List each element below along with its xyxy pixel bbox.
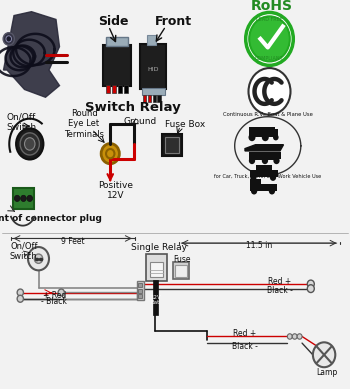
Text: Bat: Bat [151, 300, 160, 305]
Bar [138, 289, 142, 293]
Circle shape [287, 334, 292, 339]
Circle shape [307, 285, 314, 293]
Bar [148, 95, 151, 102]
Bar [250, 184, 276, 191]
Bar [250, 179, 261, 184]
Text: Ground: Ground [123, 117, 157, 126]
Text: Red +: Red + [233, 329, 257, 338]
Bar [271, 129, 278, 136]
Bar [112, 85, 116, 93]
Circle shape [248, 133, 256, 141]
Text: Switch Relay: Switch Relay [85, 101, 181, 114]
Circle shape [262, 133, 269, 141]
Text: On/Off
Switch: On/Off Switch [6, 112, 36, 132]
Bar [146, 254, 167, 281]
Bar [138, 283, 142, 287]
Circle shape [3, 33, 14, 45]
Ellipse shape [25, 138, 35, 150]
Bar [175, 265, 187, 277]
Text: 12V: 12V [150, 295, 161, 300]
Bar [143, 95, 146, 102]
Circle shape [58, 289, 64, 296]
Circle shape [270, 174, 276, 181]
Circle shape [21, 195, 26, 202]
Text: Black -: Black - [267, 286, 293, 296]
Text: Red +: Red + [268, 277, 292, 286]
Bar [106, 37, 128, 46]
Circle shape [297, 334, 302, 339]
Bar [162, 134, 182, 156]
Bar [138, 294, 142, 298]
Polygon shape [4, 12, 60, 97]
Bar [147, 35, 156, 45]
Circle shape [273, 134, 279, 140]
Text: Black -: Black - [232, 342, 258, 351]
Text: Fuse: Fuse [173, 255, 191, 264]
Text: Side: Side [98, 15, 129, 28]
Circle shape [249, 16, 290, 61]
Circle shape [262, 157, 268, 164]
Text: Fuse Box: Fuse Box [165, 120, 206, 129]
Circle shape [6, 36, 12, 42]
Circle shape [250, 174, 257, 181]
Text: + Red: + Red [43, 291, 66, 300]
Bar [136, 281, 144, 300]
Text: 9 Feet: 9 Feet [61, 237, 84, 246]
Bar [273, 152, 281, 159]
Bar [124, 85, 128, 93]
Text: COMPLIANT: COMPLIANT [255, 56, 284, 61]
Ellipse shape [16, 128, 43, 159]
Ellipse shape [20, 133, 39, 155]
Bar [248, 127, 275, 137]
Circle shape [17, 295, 23, 302]
Text: HID: HID [148, 67, 159, 72]
Text: Positive
12V: Positive 12V [98, 181, 133, 200]
Bar [13, 188, 34, 209]
Text: On/Off
Switch: On/Off Switch [10, 242, 38, 261]
Bar [103, 45, 131, 86]
Text: Round
Eye Let
Terminals: Round Eye Let Terminals [64, 109, 104, 138]
Circle shape [249, 157, 255, 164]
Circle shape [101, 144, 119, 164]
Text: Lamp: Lamp [316, 368, 337, 377]
Bar [248, 152, 278, 160]
Bar [64, 292, 136, 299]
Bar [142, 88, 164, 95]
Text: for Car, Truck, Semi, and Work Vehicle Use: for Car, Truck, Semi, and Work Vehicle U… [214, 174, 321, 179]
Text: LEAD FREE: LEAD FREE [256, 17, 283, 22]
Circle shape [269, 187, 275, 194]
Circle shape [246, 12, 293, 65]
Circle shape [14, 195, 20, 202]
Circle shape [28, 247, 49, 270]
Text: Front: Front [155, 15, 192, 28]
Bar [250, 170, 278, 177]
Bar [173, 262, 189, 279]
Text: 11.5 in: 11.5 in [246, 241, 272, 251]
Circle shape [273, 157, 280, 164]
Circle shape [27, 195, 33, 202]
Bar [158, 95, 161, 102]
Circle shape [292, 334, 297, 339]
Text: - Black: - Black [41, 297, 67, 306]
Text: Single Relay: Single Relay [131, 242, 187, 252]
Text: RoHS: RoHS [250, 0, 292, 13]
Bar [164, 137, 179, 153]
Text: Continuous R.V., Boat & Plane Use: Continuous R.V., Boat & Plane Use [223, 112, 313, 116]
Bar [153, 95, 156, 102]
Circle shape [248, 68, 290, 115]
Bar [256, 165, 272, 171]
Bar [153, 280, 158, 315]
Circle shape [34, 254, 43, 263]
Bar [118, 85, 122, 93]
Circle shape [307, 280, 314, 288]
Polygon shape [245, 145, 284, 151]
Bar [140, 44, 166, 89]
Circle shape [17, 289, 23, 296]
Circle shape [251, 187, 257, 194]
Text: Front of connector plug: Front of connector plug [0, 214, 102, 223]
Bar [150, 262, 163, 277]
Bar [106, 85, 110, 93]
Circle shape [313, 342, 335, 367]
